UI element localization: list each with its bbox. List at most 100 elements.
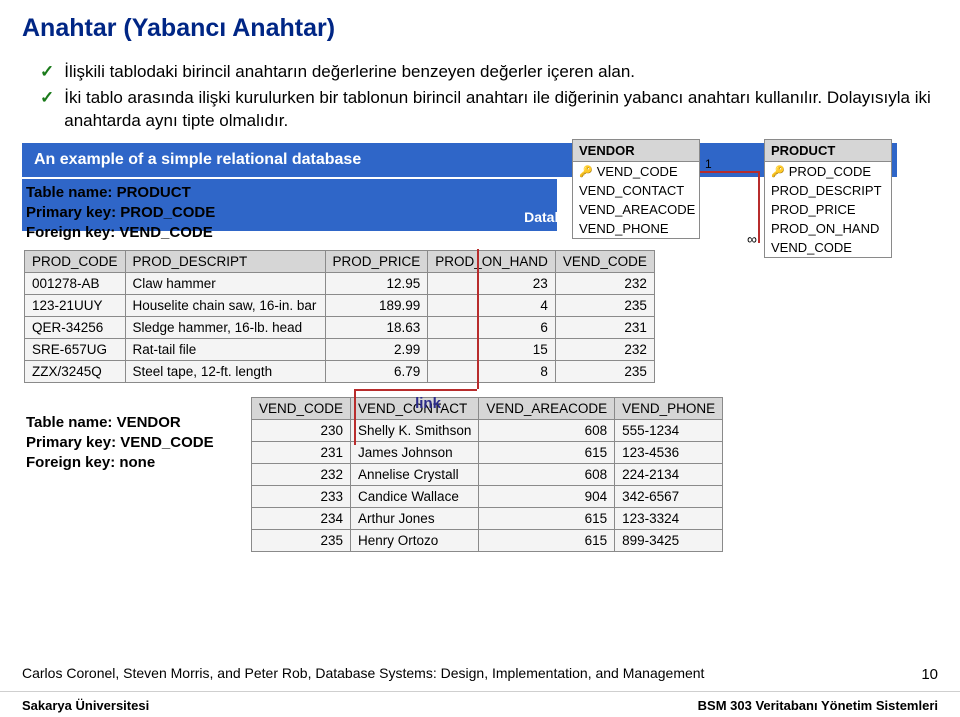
- table-cell: 235: [555, 294, 654, 316]
- key-icon: 🔑: [771, 165, 785, 178]
- table-row: 231James Johnson615123-4536: [252, 441, 723, 463]
- vendor-meta: Table name: VENDOR Primary key: VEND_COD…: [26, 413, 251, 474]
- table-row: SRE-657UGRat-tail file2.9915232: [25, 338, 655, 360]
- table-cell: 6: [428, 316, 556, 338]
- table-cell: 615: [479, 507, 615, 529]
- table-cell: 232: [555, 272, 654, 294]
- table-cell: 001278-AB: [25, 272, 126, 294]
- table-cell: 15: [428, 338, 556, 360]
- table-row: 234Arthur Jones615123-3324: [252, 507, 723, 529]
- table-cell: 608: [479, 419, 615, 441]
- table-cell: SRE-657UG: [25, 338, 126, 360]
- bullet-text: İki tablo arasında ilişki kurulurken bir…: [64, 87, 938, 133]
- table-header: VEND_PHONE: [615, 397, 723, 419]
- table-row: 232Annelise Crystall608224-2134: [252, 463, 723, 485]
- table-cell: 232: [555, 338, 654, 360]
- check-icon: ✓: [40, 61, 54, 84]
- table-cell: 2.99: [325, 338, 428, 360]
- table-row: 230Shelly K. Smithson608555-1234: [252, 419, 723, 441]
- diagram-area: An example of a simple relational databa…: [22, 143, 938, 552]
- meta-line: Table name: VENDOR: [26, 414, 181, 431]
- footer: Sakarya Üniversitesi BSM 303 Veritabanı …: [0, 691, 960, 717]
- citation: Carlos Coronel, Steven Morris, and Peter…: [22, 665, 704, 681]
- table-cell: 123-4536: [615, 441, 723, 463]
- table-cell: Claw hammer: [125, 272, 325, 294]
- meta-line: Table name: PRODUCT: [26, 184, 191, 201]
- meta-line: Foreign key: none: [26, 454, 155, 471]
- table-cell: 232: [252, 463, 351, 485]
- check-icon: ✓: [40, 87, 54, 110]
- table-header: VEND_CODE: [252, 397, 351, 419]
- footer-right: BSM 303 Veritabanı Yönetim Sistemleri: [698, 698, 938, 713]
- relation-one: 1: [705, 157, 712, 171]
- table-cell: 555-1234: [615, 419, 723, 441]
- table-cell: Houselite chain saw, 16-in. bar: [125, 294, 325, 316]
- table-row: 123-21UUYHouselite chain saw, 16-in. bar…: [25, 294, 655, 316]
- table-cell: 123-3324: [615, 507, 723, 529]
- product-meta: Table name: PRODUCT Primary key: PROD_CO…: [26, 183, 938, 244]
- table-cell: 235: [555, 360, 654, 382]
- table-cell: Shelly K. Smithson: [351, 419, 479, 441]
- table-cell: 6.79: [325, 360, 428, 382]
- link-line: [354, 389, 356, 445]
- table-header: PROD_PRICE: [325, 250, 428, 272]
- table-cell: 234: [252, 507, 351, 529]
- table-cell: Candice Wallace: [351, 485, 479, 507]
- table-header: PROD_CODE: [25, 250, 126, 272]
- table-cell: 904: [479, 485, 615, 507]
- table-header: VEND_AREACODE: [479, 397, 615, 419]
- table-cell: 18.63: [325, 316, 428, 338]
- table-cell: 231: [252, 441, 351, 463]
- table-cell: 899-3425: [615, 529, 723, 551]
- entity-field: 🔑 PROD_CODE: [765, 162, 891, 181]
- bullet-list: ✓ İlişkili tablodaki birincil anahtarın …: [40, 61, 938, 133]
- entity-field: 🔑 VEND_CODE: [573, 162, 699, 181]
- link-label: link: [378, 395, 478, 412]
- table-cell: QER-34256: [25, 316, 126, 338]
- table-row: 233Candice Wallace904342-6567: [252, 485, 723, 507]
- table-header: PROD_DESCRIPT: [125, 250, 325, 272]
- table-cell: Annelise Crystall: [351, 463, 479, 485]
- table-row: 001278-ABClaw hammer12.9523232: [25, 272, 655, 294]
- link-line: [477, 249, 479, 389]
- table-cell: 189.99: [325, 294, 428, 316]
- table-cell: James Johnson: [351, 441, 479, 463]
- bullet-item: ✓ İki tablo arasında ilişki kurulurken b…: [40, 87, 938, 133]
- key-icon: 🔑: [579, 165, 593, 178]
- table-cell: Steel tape, 12-ft. length: [125, 360, 325, 382]
- link-line: [354, 389, 477, 391]
- table-cell: Rat-tail file: [125, 338, 325, 360]
- bullet-item: ✓ İlişkili tablodaki birincil anahtarın …: [40, 61, 938, 84]
- relation-line: [700, 171, 760, 173]
- meta-line: Foreign key: VEND_CODE: [26, 224, 213, 241]
- table-cell: 615: [479, 441, 615, 463]
- table-cell: Arthur Jones: [351, 507, 479, 529]
- table-cell: Henry Ortozo: [351, 529, 479, 551]
- footer-left: Sakarya Üniversitesi: [22, 698, 149, 713]
- entity-pk: VEND_CODE: [597, 164, 678, 179]
- bullet-text: İlişkili tablodaki birincil anahtarın de…: [64, 61, 635, 84]
- table-cell: ZZX/3245Q: [25, 360, 126, 382]
- table-cell: 342-6567: [615, 485, 723, 507]
- table-cell: 230: [252, 419, 351, 441]
- table-row: ZZX/3245QSteel tape, 12-ft. length6.7982…: [25, 360, 655, 382]
- table-cell: 233: [252, 485, 351, 507]
- vendor-table: VEND_CODEVEND_CONTACTVEND_AREACODEVEND_P…: [251, 397, 723, 552]
- meta-line: Primary key: VEND_CODE: [26, 434, 214, 451]
- table-cell: Sledge hammer, 16-lb. head: [125, 316, 325, 338]
- entity-pk: PROD_CODE: [789, 164, 871, 179]
- page-number: 10: [921, 666, 938, 683]
- table-cell: 231: [555, 316, 654, 338]
- table-cell: 224-2134: [615, 463, 723, 485]
- table-header: VEND_CODE: [555, 250, 654, 272]
- table-cell: 23: [428, 272, 556, 294]
- table-cell: 235: [252, 529, 351, 551]
- table-header: PROD_ON_HAND: [428, 250, 556, 272]
- table-cell: 123-21UUY: [25, 294, 126, 316]
- table-cell: 615: [479, 529, 615, 551]
- table-cell: 608: [479, 463, 615, 485]
- entity-header: VENDOR: [573, 140, 699, 162]
- table-row: 235Henry Ortozo615899-3425: [252, 529, 723, 551]
- table-cell: 8: [428, 360, 556, 382]
- table-cell: 12.95: [325, 272, 428, 294]
